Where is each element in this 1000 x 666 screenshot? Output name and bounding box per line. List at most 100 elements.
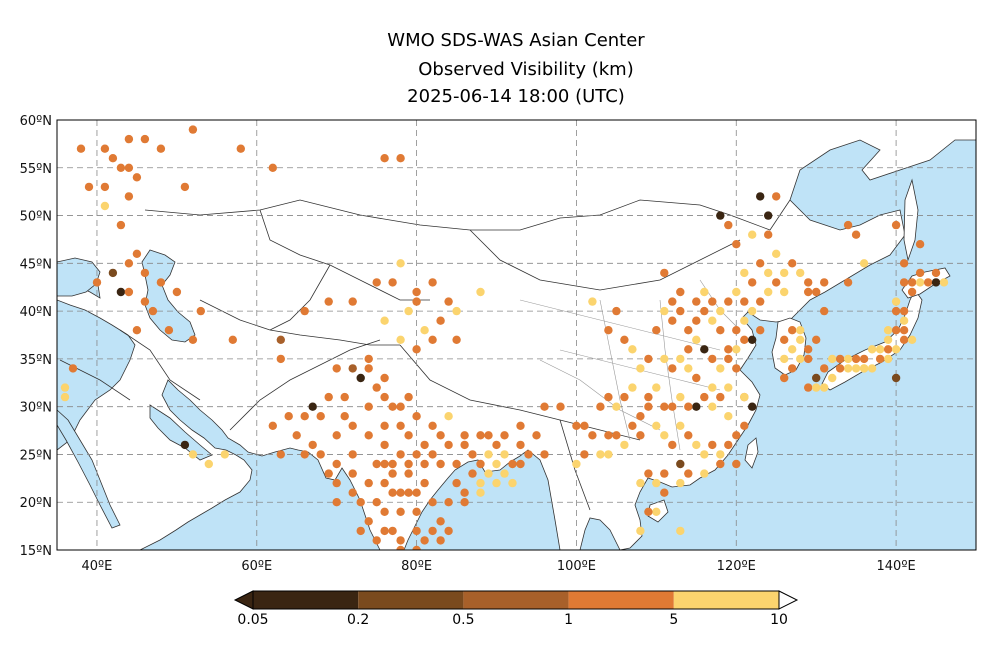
station-marker bbox=[84, 182, 94, 192]
station-marker bbox=[891, 345, 901, 354]
lat-tick-label: 55ºN bbox=[20, 162, 52, 177]
station-marker bbox=[388, 278, 397, 287]
station-marker bbox=[764, 287, 773, 297]
station-marker bbox=[524, 450, 533, 459]
station-marker bbox=[820, 364, 829, 373]
station-marker bbox=[907, 287, 917, 297]
station-marker bbox=[684, 431, 693, 440]
station-marker bbox=[292, 431, 301, 440]
station-marker bbox=[388, 459, 397, 469]
station-marker bbox=[356, 373, 365, 383]
station-marker bbox=[891, 306, 901, 316]
station-marker bbox=[915, 268, 925, 278]
station-marker bbox=[596, 450, 605, 459]
station-marker bbox=[732, 431, 741, 440]
station-marker bbox=[764, 268, 773, 278]
station-marker bbox=[412, 450, 421, 459]
colorbar-max-arrow bbox=[778, 590, 799, 610]
station-marker bbox=[748, 402, 757, 411]
station-marker bbox=[324, 469, 333, 478]
station-marker bbox=[404, 431, 413, 440]
station-marker bbox=[644, 354, 653, 364]
station-marker bbox=[436, 431, 445, 440]
station-marker bbox=[444, 412, 453, 421]
lat-tick-label: 60ºN bbox=[20, 114, 52, 129]
station-marker bbox=[692, 316, 701, 325]
station-marker bbox=[636, 412, 645, 421]
station-marker bbox=[420, 478, 429, 488]
station-marker bbox=[404, 469, 413, 478]
station-marker bbox=[915, 240, 925, 249]
station-marker bbox=[748, 278, 757, 287]
station-marker bbox=[396, 402, 405, 411]
station-marker bbox=[899, 326, 909, 335]
land-sakhalin bbox=[903, 178, 919, 262]
station-marker bbox=[396, 536, 405, 545]
station-marker bbox=[692, 402, 701, 411]
station-marker bbox=[364, 517, 373, 526]
station-marker bbox=[708, 383, 717, 392]
map-subtitle: Observed Visibility (km) bbox=[418, 59, 634, 80]
station-marker bbox=[732, 459, 741, 469]
station-marker bbox=[636, 431, 645, 440]
station-marker bbox=[644, 392, 653, 402]
station-marker bbox=[220, 450, 229, 459]
station-marker bbox=[364, 478, 373, 488]
station-marker bbox=[316, 450, 325, 459]
station-marker bbox=[804, 354, 813, 364]
station-marker bbox=[899, 335, 909, 344]
station-marker bbox=[708, 316, 717, 325]
station-marker bbox=[788, 326, 797, 335]
station-marker bbox=[716, 211, 725, 220]
lon-tick-label: 80ºE bbox=[401, 559, 432, 574]
station-marker bbox=[828, 354, 837, 364]
station-marker bbox=[804, 383, 813, 392]
station-marker bbox=[692, 440, 701, 450]
station-marker bbox=[931, 268, 941, 278]
station-marker bbox=[380, 459, 389, 469]
station-marker bbox=[692, 373, 701, 383]
station-marker bbox=[68, 364, 78, 373]
station-markers bbox=[60, 125, 949, 550]
station-marker bbox=[500, 469, 509, 478]
station-marker bbox=[907, 278, 917, 287]
station-marker bbox=[756, 297, 765, 306]
station-marker bbox=[891, 373, 901, 383]
station-marker bbox=[236, 144, 245, 153]
station-marker bbox=[764, 211, 773, 220]
station-marker bbox=[452, 478, 461, 488]
station-marker bbox=[676, 526, 685, 536]
station-marker bbox=[724, 220, 733, 230]
station-marker bbox=[867, 364, 877, 373]
station-marker bbox=[412, 412, 421, 421]
station-marker bbox=[668, 297, 677, 306]
station-marker bbox=[476, 488, 485, 497]
station-marker bbox=[724, 440, 733, 450]
station-marker bbox=[332, 459, 341, 469]
lat-tick-label: 35ºN bbox=[20, 353, 52, 368]
station-marker bbox=[764, 230, 773, 239]
station-marker bbox=[732, 240, 741, 249]
station-marker bbox=[907, 335, 917, 344]
station-marker bbox=[332, 498, 341, 507]
colorbar-label: 0.5 bbox=[452, 612, 475, 628]
station-marker bbox=[700, 450, 709, 459]
station-marker bbox=[660, 431, 669, 440]
station-marker bbox=[332, 431, 341, 440]
station-marker bbox=[308, 440, 317, 450]
colorbar-segment bbox=[673, 591, 779, 609]
station-marker bbox=[268, 163, 277, 172]
colorbar-label: 10 bbox=[770, 612, 788, 628]
station-marker bbox=[939, 278, 949, 287]
station-marker bbox=[388, 402, 397, 411]
station-marker bbox=[460, 498, 469, 507]
station-marker bbox=[140, 297, 150, 306]
station-marker bbox=[612, 306, 621, 316]
station-marker bbox=[724, 412, 733, 421]
station-marker bbox=[124, 192, 134, 201]
station-marker bbox=[116, 220, 126, 230]
station-marker bbox=[700, 469, 709, 478]
station-marker bbox=[404, 306, 413, 316]
station-marker bbox=[660, 354, 669, 364]
station-marker bbox=[740, 335, 749, 344]
